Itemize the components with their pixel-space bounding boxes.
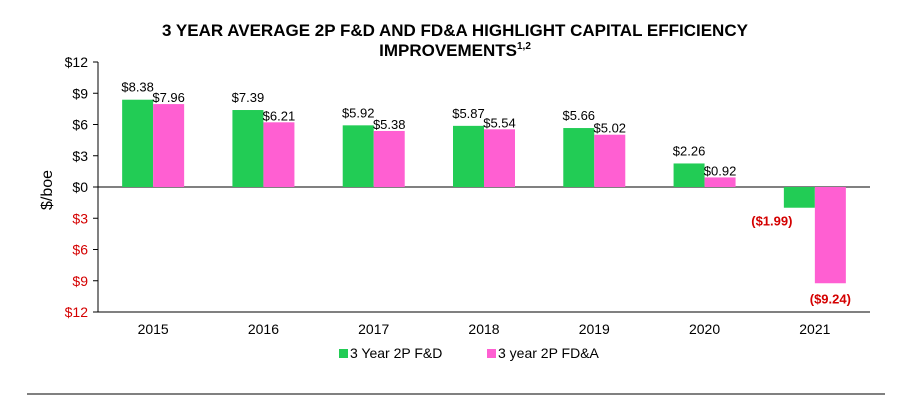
legend-label-fda: 3 year 2P FD&A	[498, 345, 600, 361]
bar-fd-2016	[232, 110, 264, 187]
bar-fd-2019	[563, 128, 595, 187]
bar-fd-2017	[342, 125, 374, 187]
category-label-2015: 2015	[138, 321, 169, 337]
legend: 3 Year 2P F&D 3 year 2P FD&A	[339, 345, 600, 361]
bar-fda-2018	[484, 129, 515, 187]
chart-title-line2: IMPROVEMENTS1,2	[379, 41, 531, 60]
chart-title-superscript: 1,2	[517, 41, 531, 52]
y-axis-label: $/boe	[39, 170, 56, 210]
bar-fd-2021	[783, 187, 815, 208]
y-tick-label: $12	[65, 54, 89, 70]
y-tick-label: $12	[65, 304, 89, 320]
bar-fda-2019	[594, 134, 626, 187]
category-label-2019: 2019	[579, 321, 610, 337]
legend-label-fd: 3 Year 2P F&D	[350, 345, 442, 361]
data-label-fda-2017: $5.38	[373, 117, 406, 132]
data-label-fda-2018: $5.54	[483, 115, 516, 130]
bar-fda-2020	[704, 177, 736, 187]
bars	[122, 99, 846, 284]
bar-fd-2020	[673, 163, 705, 187]
category-label-2018: 2018	[468, 321, 499, 337]
y-tick-label: $6	[72, 242, 88, 258]
category-label-2016: 2016	[248, 321, 279, 337]
data-label-fd-2015: $8.38	[121, 80, 154, 95]
category-label-2017: 2017	[358, 321, 389, 337]
y-tick-label: $9	[72, 85, 88, 101]
bar-fda-2017	[373, 130, 405, 187]
data-label-fd-2016: $7.39	[232, 90, 265, 105]
y-tick-label: $9	[72, 273, 88, 289]
bar-fd-2018	[453, 125, 484, 187]
category-label-2020: 2020	[689, 321, 720, 337]
data-labels: $8.38$7.96 $7.39 $6.21 $5.92$5.38 $5.87$5.54…	[121, 80, 851, 307]
y-tick-label: $6	[72, 117, 88, 133]
legend-swatch-fda	[487, 349, 496, 358]
chart-title-line2-text: IMPROVEMENTS	[379, 41, 517, 60]
data-label-fda-2021: ($9.24)	[810, 291, 851, 306]
bar-fda-2016	[263, 122, 295, 187]
data-label-fd-2018: $5.87	[452, 106, 485, 121]
category-label-2021: 2021	[799, 321, 830, 337]
data-label-fda-2016: $6.21	[263, 108, 296, 123]
category-labels: 2015 2016 2017 2018 2019 2020 2021	[138, 321, 831, 337]
data-label-fda-2015: $7.96	[152, 90, 185, 105]
data-label-fd-2019: $5.66	[563, 108, 596, 123]
y-ticks: $12 $9 $6 $3 $0 $3 $6 $9 $12	[65, 54, 98, 320]
legend-swatch-fd	[339, 349, 348, 358]
y-tick-label: $3	[72, 210, 88, 226]
data-label-fd-2020: $2.26	[673, 143, 706, 158]
data-label-fd-2021: ($1.99)	[751, 214, 792, 229]
y-tick-label: $3	[72, 148, 88, 164]
data-label-fda-2019: $5.02	[594, 121, 627, 136]
bar-fd-2015	[122, 99, 154, 187]
data-label-fd-2017: $5.92	[342, 105, 375, 120]
bar-fda-2021	[814, 187, 846, 284]
bar-fda-2015	[153, 104, 185, 187]
data-label-fda-2020: $0.92	[704, 163, 737, 178]
chart-title: 3 YEAR AVERAGE 2P F&D AND FD&A HIGHLIGHT…	[162, 21, 749, 40]
y-tick-label: $0	[72, 179, 88, 195]
